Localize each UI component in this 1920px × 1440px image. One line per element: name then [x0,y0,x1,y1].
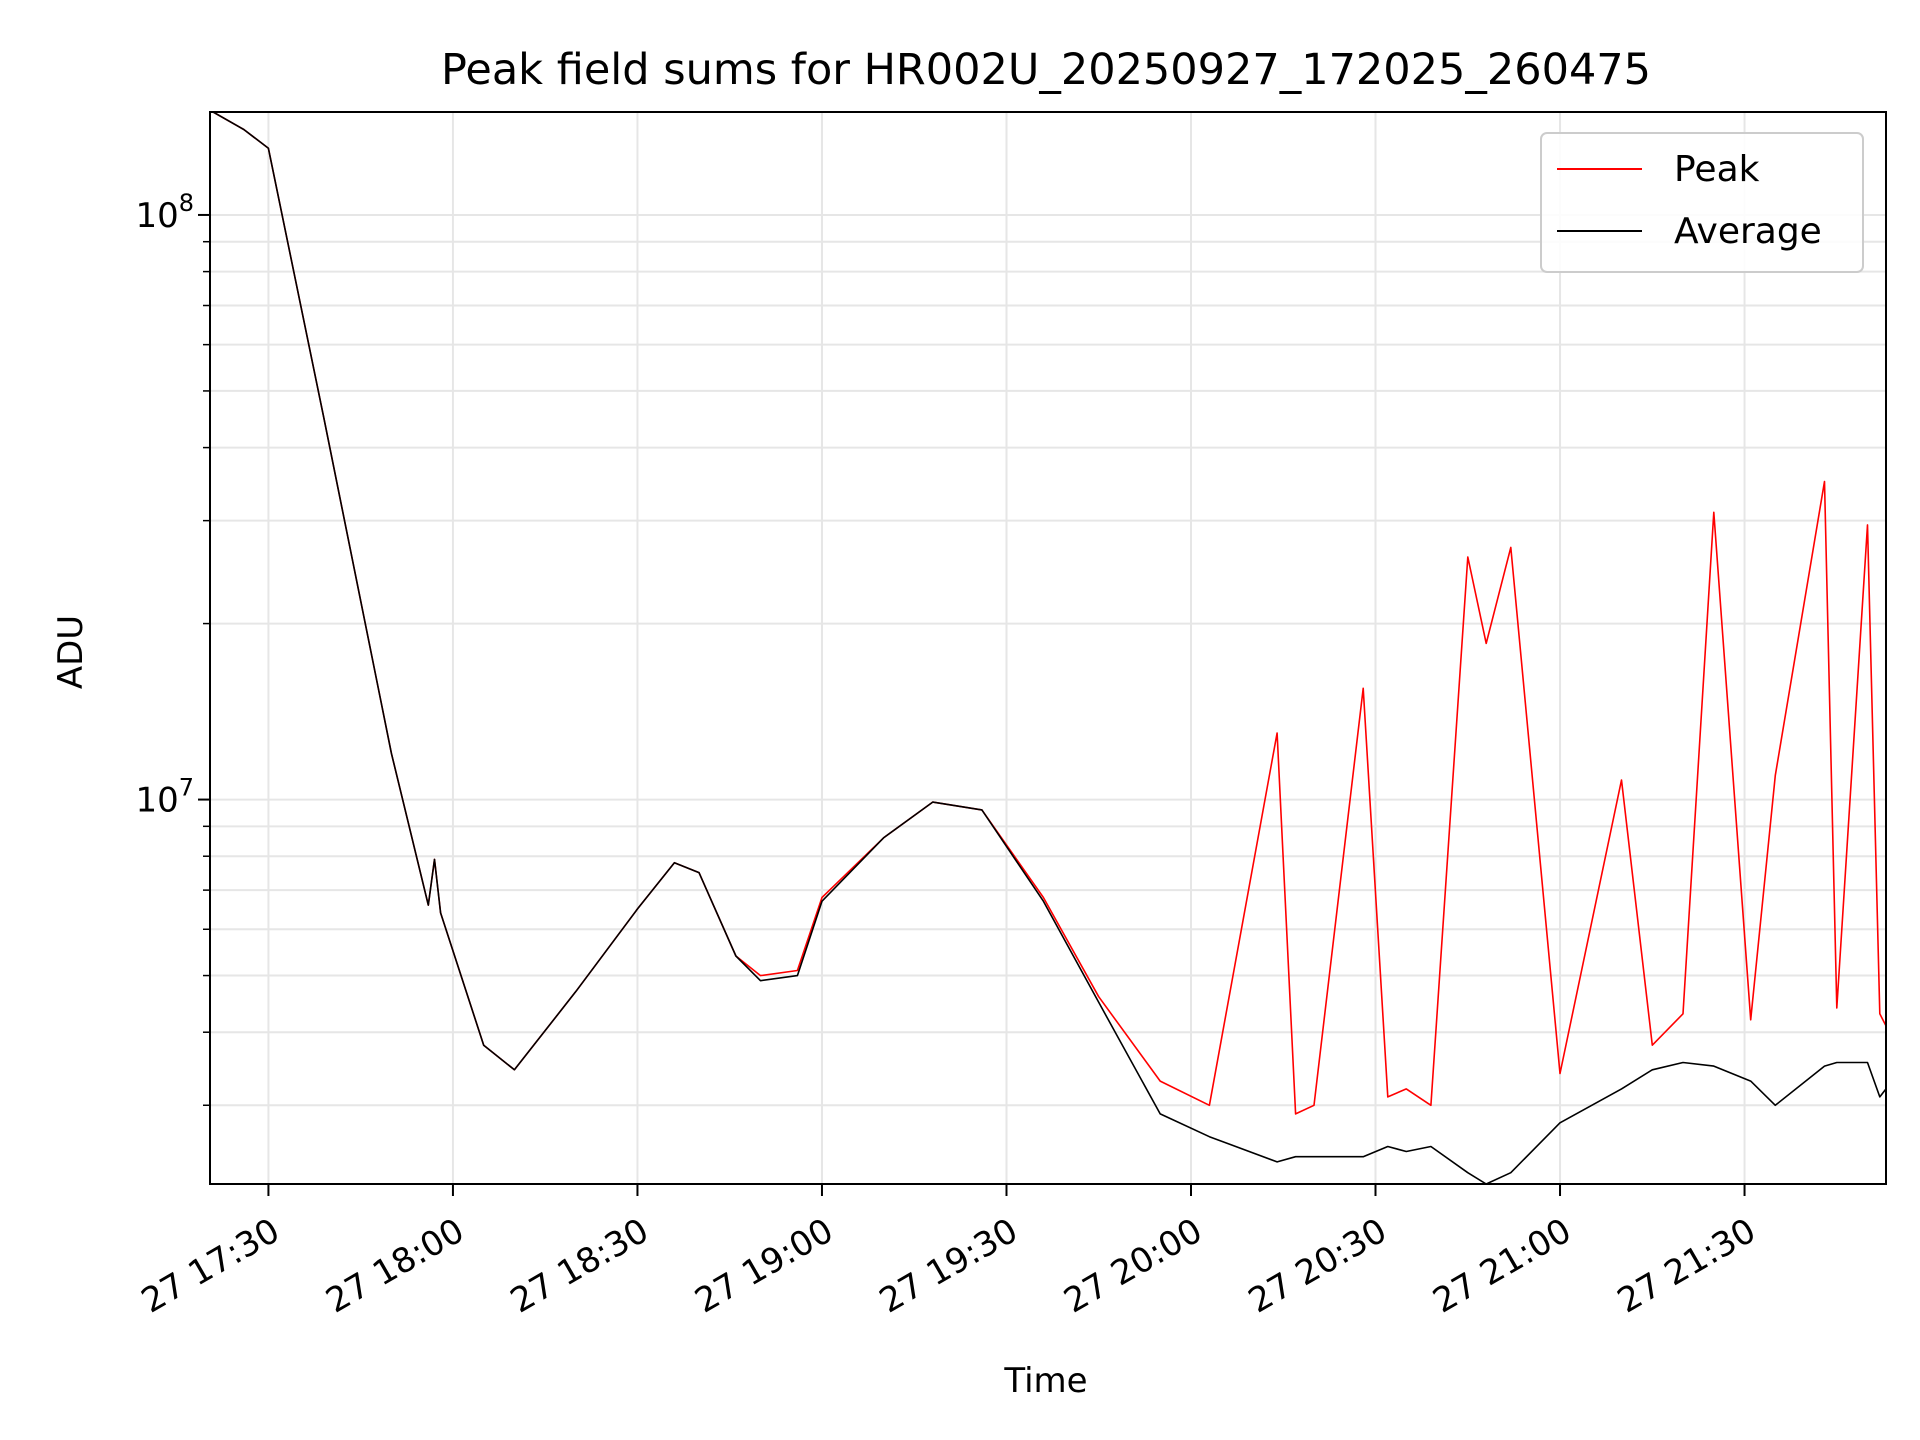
legend-label-average: Average [1674,211,1822,252]
x-axis-label: Time [1003,1361,1087,1401]
chart-title: Peak field sums for HR002U_20250927_1720… [441,45,1651,95]
series-line-average [212,112,1886,1184]
y-tick-label: 107 [135,774,194,821]
legend-label-peak: Peak [1674,149,1760,190]
grid [210,112,1886,1184]
series-layer [212,112,1886,1184]
legend-box [1540,132,1864,273]
y-axis-label: ADU [51,615,91,689]
plot-frame [209,111,1887,1185]
legend: Peak Average [1540,132,1864,273]
y-tick-label: 108 [135,189,194,236]
